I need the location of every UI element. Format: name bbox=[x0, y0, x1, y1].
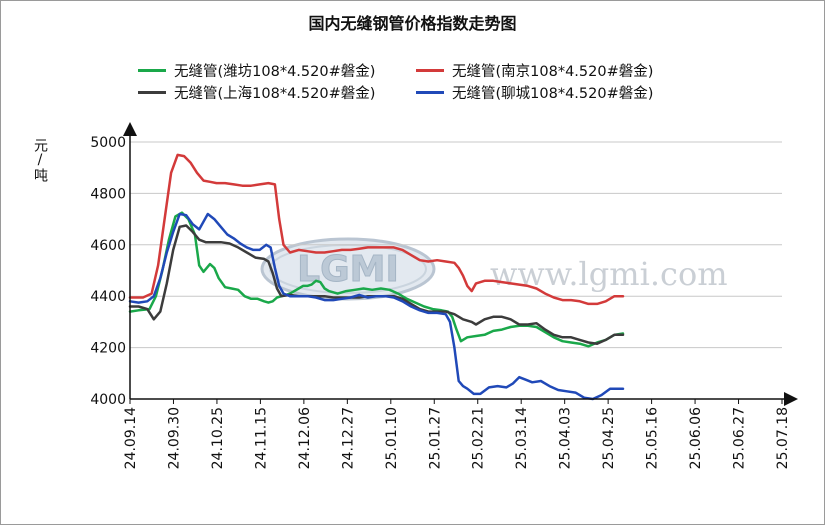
legend-label-nanjing: 无缝管(南京108*4.520#磐金) bbox=[452, 64, 654, 80]
legend-swatch-weifang bbox=[138, 69, 166, 72]
legend-label-liaocheng: 无缝管(聊城108*4.520#磐金) bbox=[452, 86, 654, 102]
x-tick-label: 25.03.14 bbox=[514, 407, 530, 469]
legend-label-weifang: 无缝管(潍坊108*4.520#磐金) bbox=[174, 64, 376, 80]
x-tick-label: 24.09.14 bbox=[123, 407, 139, 469]
x-tick-label: 25.04.25 bbox=[601, 407, 617, 469]
series-line-2 bbox=[128, 224, 625, 345]
watermark: LGMI www.lgmi.com bbox=[258, 233, 778, 313]
x-tick-label: 24.12.06 bbox=[297, 407, 313, 469]
x-tick-label: 25.02.21 bbox=[471, 407, 487, 469]
y-axis-arrow-icon bbox=[123, 122, 137, 136]
series-line-0 bbox=[128, 211, 625, 348]
y-axis-label: 元/吨 bbox=[32, 138, 48, 182]
x-tick-label: 25.01.27 bbox=[427, 407, 443, 469]
lgmi-logo-icon: LGMI bbox=[260, 237, 436, 301]
watermark-logo-text: LGMI bbox=[297, 249, 399, 290]
series-layer bbox=[128, 153, 625, 401]
x-tick-label: 24.11.15 bbox=[253, 407, 269, 469]
legend-swatch-liaocheng bbox=[416, 91, 444, 94]
chart-title: 国内无缝钢管价格指数走势图 bbox=[308, 14, 517, 33]
y-tick-label: 4200 bbox=[90, 341, 126, 357]
grid-layer bbox=[130, 141, 782, 349]
y-tick-label: 4000 bbox=[90, 392, 126, 408]
x-tick-label: 24.12.27 bbox=[340, 407, 356, 469]
legend-swatch-shanghai bbox=[138, 91, 166, 94]
series-line-1 bbox=[128, 153, 625, 306]
x-tick-label: 25.06.06 bbox=[688, 407, 704, 469]
y-tick-label: 4800 bbox=[90, 186, 126, 202]
legend: 无缝管(潍坊108*4.520#磐金) 无缝管(南京108*4.520#磐金) … bbox=[138, 60, 698, 104]
tick-layer: 4000 4200 4400 4600 4800 5000 24.09.14 24.09.30… bbox=[90, 135, 791, 469]
x-tick-label: 25.06.27 bbox=[732, 407, 748, 469]
x-tick-label: 25.01.10 bbox=[384, 407, 400, 469]
x-tick-label: 25.04.03 bbox=[558, 407, 574, 469]
legend-swatch-nanjing bbox=[416, 69, 444, 72]
y-tick-label: 4600 bbox=[90, 238, 126, 254]
x-tick-label: 25.05.16 bbox=[645, 407, 661, 469]
legend-label-shanghai: 无缝管(上海108*4.520#磐金) bbox=[174, 86, 376, 102]
x-tick-label: 24.09.30 bbox=[166, 407, 182, 469]
series-line-3 bbox=[128, 212, 625, 401]
x-tick-label: 24.10.25 bbox=[210, 407, 226, 469]
axis-layer bbox=[123, 122, 798, 406]
x-axis-arrow-icon bbox=[784, 392, 798, 406]
y-tick-label: 4400 bbox=[90, 289, 126, 305]
y-tick-label: 5000 bbox=[90, 135, 126, 151]
x-tick-label: 25.07.18 bbox=[775, 407, 791, 469]
